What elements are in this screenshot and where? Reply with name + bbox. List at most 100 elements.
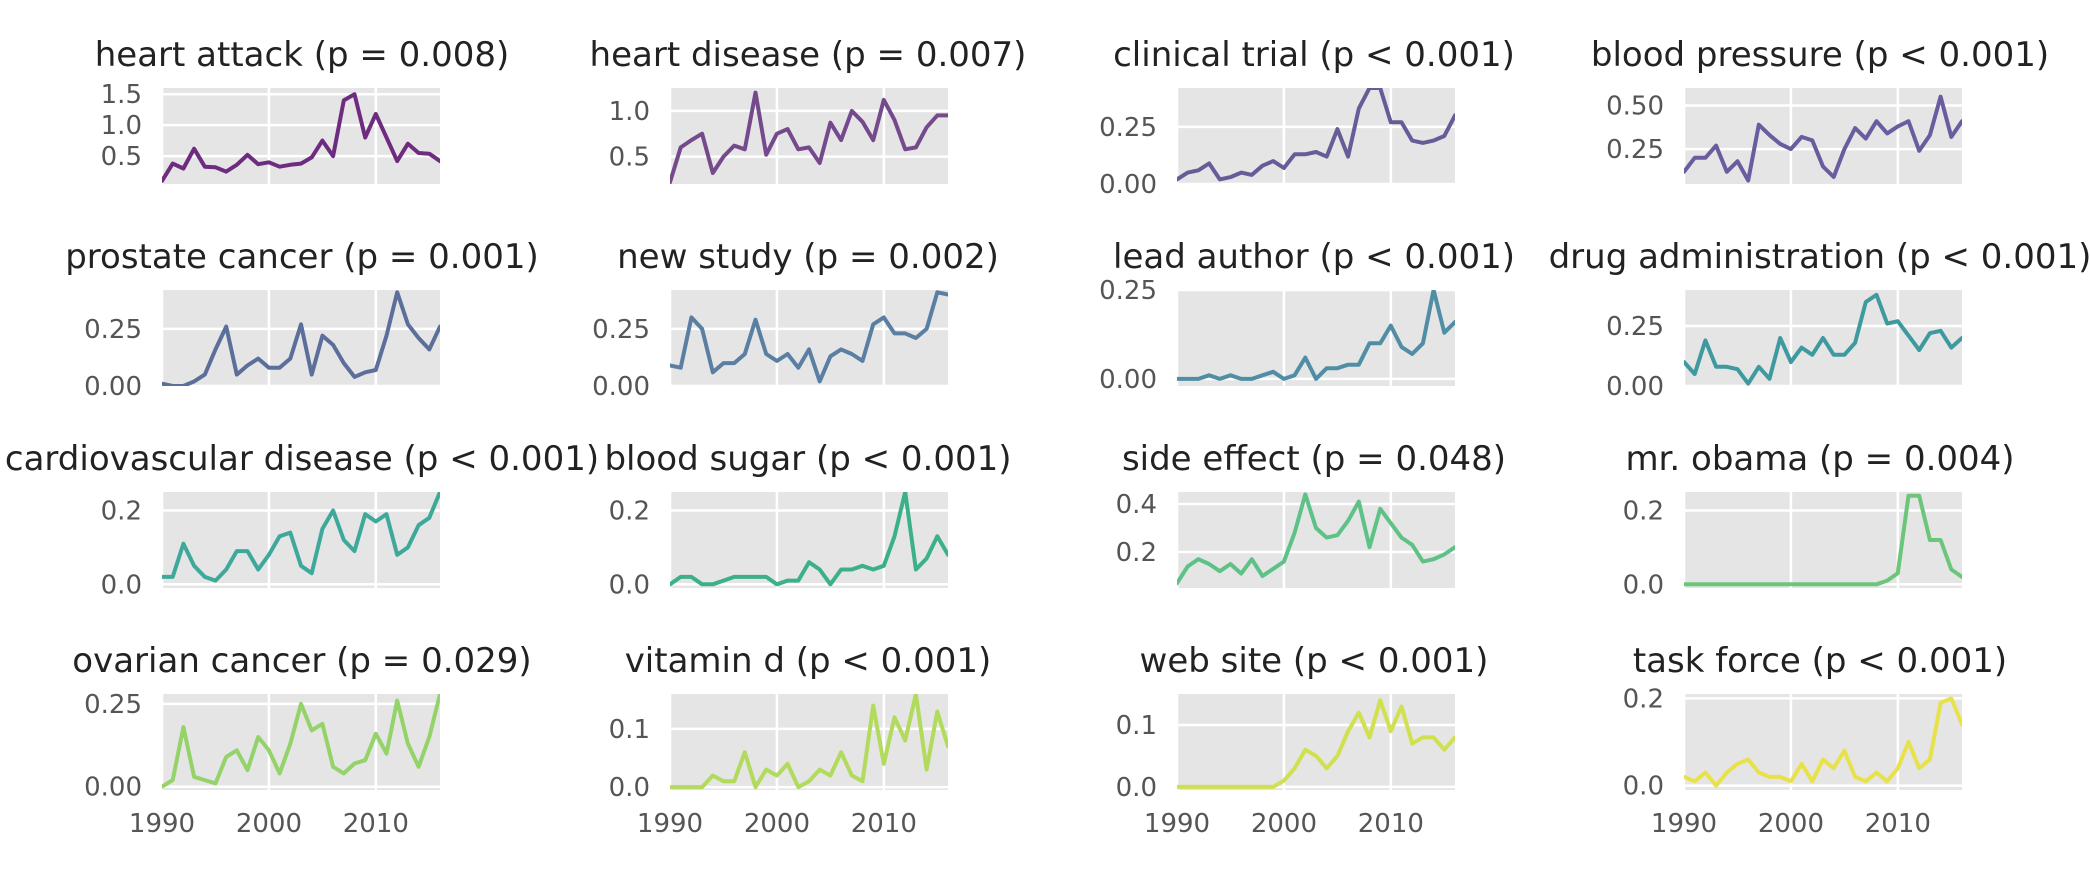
series-line: [670, 290, 948, 384]
subplot-title: ovarian cancer (p = 0.029): [72, 641, 531, 681]
x-tick-label: 2000: [1251, 809, 1317, 839]
y-tick-label: 0.00: [84, 372, 142, 402]
subplot-10: 0.0 0.2 blood sugar (p < 0.001): [604, 439, 1011, 600]
y-tick-label: 0.50: [1606, 91, 1664, 121]
plot-area: [670, 694, 948, 790]
series-line: [162, 694, 440, 789]
plot-area: [1177, 88, 1455, 184]
subplot-1: 0.51.01.5 heart attack (p = 0.008): [95, 35, 510, 184]
y-tick-label: 0.1: [1116, 711, 1157, 741]
y-tick-label: 0.4: [1116, 490, 1157, 520]
subplot-13: 0.00 0.25 ovarian cancer (p = 0.029) 1990 20…: [72, 641, 531, 839]
subplot-title: heart attack (p = 0.008): [95, 35, 510, 75]
y-tick-label: 0.0: [1623, 772, 1664, 802]
y-tick-label: 0.2: [101, 496, 142, 526]
y-tick-label: 0.1: [609, 715, 650, 745]
subplot-title: blood pressure (p < 0.001): [1591, 35, 2049, 75]
x-tick-label: 2010: [1358, 809, 1424, 839]
y-tick-label: 0.2: [1116, 538, 1157, 568]
y-tick-label: 0.0: [1116, 773, 1157, 803]
series-line: [1684, 696, 1962, 788]
y-tick-label: 0.2: [609, 496, 650, 526]
subplot-title: heart disease (p = 0.007): [590, 35, 1027, 75]
subplot-title: mr. obama (p = 0.004): [1625, 439, 2014, 479]
series-line: [162, 492, 440, 583]
x-tick-label: 2000: [744, 809, 810, 839]
y-tick-label: 0.2: [1623, 684, 1664, 714]
y-tick-label: 0.5: [101, 142, 142, 172]
series-line: [1177, 492, 1455, 586]
y-tick-label: 0.0: [609, 773, 650, 803]
subplot-15: 0.0 0.1 web site (p < 0.001) 1990 2000 2010: [1116, 641, 1489, 839]
series-line: [670, 90, 948, 184]
y-tick-label: 0.25: [84, 690, 142, 720]
subplot-title: drug administration (p < 0.001): [1549, 237, 2090, 277]
y-tick-label: 0.2: [1623, 496, 1664, 526]
plot-area: [1177, 492, 1455, 588]
y-tick-label: 0.25: [592, 315, 650, 345]
plot-area: [1684, 492, 1962, 588]
subplot-3: 0.00 0.25 clinical trial (p < 0.001): [1099, 35, 1515, 200]
x-tick-label: 2000: [236, 809, 302, 839]
subplot-title: blood sugar (p < 0.001): [604, 439, 1011, 479]
y-tick-label: 0.00: [592, 372, 650, 402]
x-tick-label: 1990: [1651, 809, 1717, 839]
series-line: [162, 92, 440, 183]
series-line: [1177, 290, 1455, 381]
subplot-title: side effect (p = 0.048): [1122, 439, 1506, 479]
subplot-14: 0.0 0.1 vitamin d (p < 0.001) 1990 2000 2010: [609, 641, 992, 839]
y-tick-label: 1.0: [609, 97, 650, 127]
y-tick-label: 0.25: [1099, 113, 1157, 143]
series-line: [670, 492, 948, 587]
subplot-12: 0.0 0.2 mr. obama (p = 0.004): [1623, 439, 2015, 600]
series-line: [670, 694, 948, 790]
subplot-title: cardiovascular disease (p < 0.001): [5, 439, 599, 479]
subplot-9: 0.0 0.2 cardiovascular disease (p < 0.001): [5, 439, 599, 600]
series-line: [1684, 493, 1962, 587]
x-tick-label: 2010: [343, 809, 409, 839]
x-tick-label: 2000: [1758, 809, 1824, 839]
subplot-6: 0.00 0.25 new study (p = 0.002): [592, 237, 999, 402]
y-tick-label: 0.00: [84, 773, 142, 803]
x-tick-label: 2010: [1865, 809, 1931, 839]
subplot-title: new study (p = 0.002): [617, 237, 999, 277]
plot-area: [162, 88, 440, 184]
subplot-2: 0.5 1.0 heart disease (p = 0.007): [590, 35, 1027, 184]
plot-area: [1177, 290, 1455, 386]
y-tick-label: 0.0: [1623, 570, 1664, 600]
subplot-title: task force (p < 0.001): [1633, 641, 2007, 681]
subplot-title: prostate cancer (p = 0.001): [65, 237, 539, 277]
plot-area: [162, 290, 440, 386]
y-tick-label: 0.25: [84, 315, 142, 345]
y-tick-label: 0.00: [1099, 170, 1157, 200]
y-tick-label: 1.5: [101, 80, 142, 110]
subplot-title: vitamin d (p < 0.001): [625, 641, 992, 681]
y-tick-label: 1.0: [101, 111, 142, 141]
y-tick-label: 0.00: [1606, 372, 1664, 402]
y-tick-label: 0.25: [1606, 135, 1664, 165]
y-tick-label: 0.25: [1099, 276, 1157, 306]
subplot-4: 0.25 0.50 blood pressure (p < 0.001): [1591, 35, 2049, 184]
subplot-8: 0.00 0.25 drug administration (p < 0.001): [1549, 237, 2090, 402]
y-tick-label: 0.5: [609, 143, 650, 173]
y-tick-label: 0.0: [101, 570, 142, 600]
subplot-11: 0.2 0.4 side effect (p = 0.048): [1116, 439, 1506, 588]
x-tick-label: 1990: [637, 809, 703, 839]
y-tick-label: 0.00: [1099, 365, 1157, 395]
series-line: [1684, 94, 1962, 183]
x-tick-label: 1990: [1144, 809, 1210, 839]
subplot-title: clinical trial (p < 0.001): [1113, 35, 1515, 75]
x-tick-label: 2010: [851, 809, 917, 839]
y-tick-label: 0.0: [609, 570, 650, 600]
series-line: [1177, 698, 1455, 789]
subplot-title: lead author (p < 0.001): [1113, 237, 1515, 277]
y-tick-label: 0.25: [1606, 312, 1664, 342]
plot-area: [1684, 694, 1962, 790]
subplot-5: 0.00 0.25 prostate cancer (p = 0.001): [65, 237, 539, 402]
series-line: [162, 290, 440, 386]
subplot-title: web site (p < 0.001): [1140, 641, 1489, 681]
series-line: [1177, 88, 1455, 182]
